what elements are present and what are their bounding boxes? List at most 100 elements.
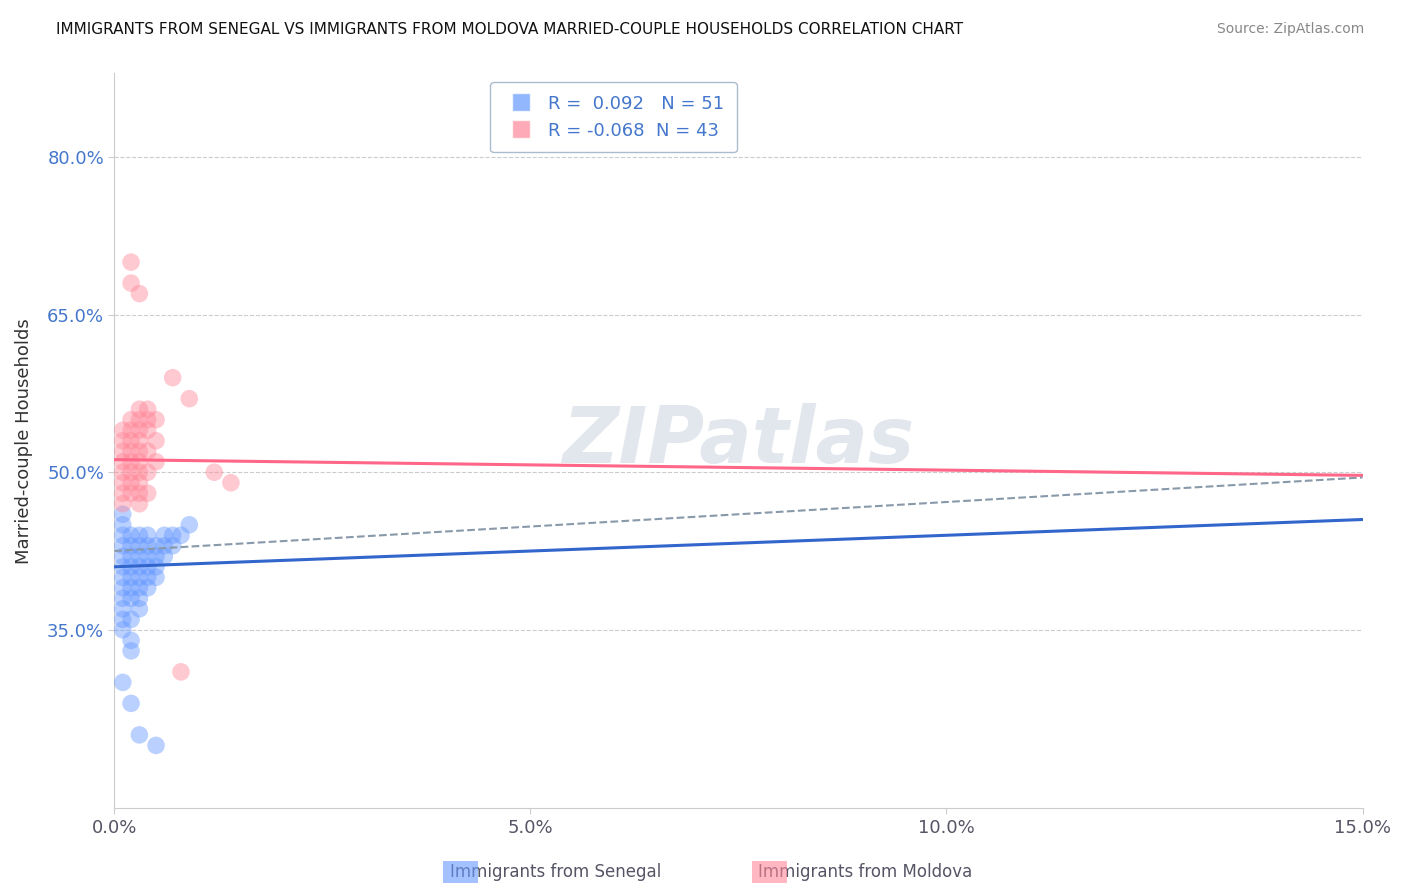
Point <box>120 644 142 658</box>
Point <box>136 465 159 479</box>
Point <box>162 539 184 553</box>
Text: Immigrants from Moldova: Immigrants from Moldova <box>758 863 972 881</box>
Point <box>145 739 167 753</box>
Point <box>111 423 134 437</box>
Point <box>120 612 142 626</box>
Point <box>128 602 150 616</box>
Point <box>128 413 150 427</box>
Point <box>162 370 184 384</box>
Point <box>111 623 134 637</box>
Point <box>136 539 159 553</box>
Point <box>111 497 134 511</box>
Point <box>120 276 142 290</box>
Point <box>111 486 134 500</box>
Point <box>120 633 142 648</box>
Point <box>120 697 142 711</box>
Point <box>153 539 176 553</box>
Point <box>128 423 150 437</box>
Point <box>145 539 167 553</box>
Point <box>202 465 225 479</box>
Point <box>128 444 150 458</box>
Point <box>111 465 134 479</box>
Point <box>153 528 176 542</box>
Point <box>128 528 150 542</box>
Point <box>120 434 142 448</box>
Point <box>219 475 242 490</box>
Legend: R =  0.092   N = 51, R = -0.068  N = 43: R = 0.092 N = 51, R = -0.068 N = 43 <box>491 82 737 153</box>
Point <box>120 413 142 427</box>
Text: ZIPatlas: ZIPatlas <box>562 402 914 479</box>
Point <box>111 444 134 458</box>
Point <box>128 728 150 742</box>
Point <box>128 559 150 574</box>
Point <box>145 570 167 584</box>
Point <box>136 559 159 574</box>
Point <box>136 423 159 437</box>
Point <box>111 591 134 606</box>
Point <box>145 434 167 448</box>
Point <box>153 549 176 564</box>
Point <box>170 528 193 542</box>
Point <box>111 675 134 690</box>
Point <box>128 581 150 595</box>
Point <box>111 549 134 564</box>
Text: Immigrants from Senegal: Immigrants from Senegal <box>450 863 661 881</box>
Point <box>120 528 142 542</box>
Point <box>145 455 167 469</box>
Point <box>128 434 150 448</box>
Point <box>128 497 150 511</box>
Point <box>120 444 142 458</box>
Point <box>120 591 142 606</box>
Point <box>136 570 159 584</box>
Point <box>179 517 201 532</box>
Point <box>120 486 142 500</box>
Point <box>136 581 159 595</box>
Point <box>128 402 150 417</box>
Point <box>111 434 134 448</box>
Point <box>136 413 159 427</box>
Point <box>145 413 167 427</box>
Text: IMMIGRANTS FROM SENEGAL VS IMMIGRANTS FROM MOLDOVA MARRIED-COUPLE HOUSEHOLDS COR: IMMIGRANTS FROM SENEGAL VS IMMIGRANTS FR… <box>56 22 963 37</box>
Point <box>128 455 150 469</box>
Point <box>128 570 150 584</box>
Point <box>136 486 159 500</box>
Point <box>128 475 150 490</box>
Point <box>120 475 142 490</box>
Point <box>145 559 167 574</box>
Point <box>128 286 150 301</box>
Point <box>136 444 159 458</box>
Point <box>128 549 150 564</box>
Point <box>111 517 134 532</box>
Point <box>111 539 134 553</box>
Point <box>136 402 159 417</box>
Point <box>162 528 184 542</box>
Point <box>120 570 142 584</box>
Point <box>111 559 134 574</box>
Point <box>111 581 134 595</box>
Text: Source: ZipAtlas.com: Source: ZipAtlas.com <box>1216 22 1364 37</box>
Point <box>120 255 142 269</box>
Point <box>120 465 142 479</box>
Point <box>111 612 134 626</box>
Point <box>120 455 142 469</box>
Point <box>128 486 150 500</box>
Point <box>120 559 142 574</box>
Point <box>170 665 193 679</box>
Y-axis label: Married-couple Households: Married-couple Households <box>15 318 32 564</box>
Point <box>120 423 142 437</box>
Point <box>111 602 134 616</box>
Point <box>111 508 134 522</box>
Point <box>120 581 142 595</box>
Point <box>128 591 150 606</box>
Point <box>136 528 159 542</box>
Point <box>120 549 142 564</box>
Point <box>111 455 134 469</box>
Point <box>120 539 142 553</box>
Point <box>111 570 134 584</box>
Point <box>128 465 150 479</box>
Point <box>136 549 159 564</box>
Point <box>111 528 134 542</box>
Point <box>111 475 134 490</box>
Point <box>145 549 167 564</box>
Point <box>128 539 150 553</box>
